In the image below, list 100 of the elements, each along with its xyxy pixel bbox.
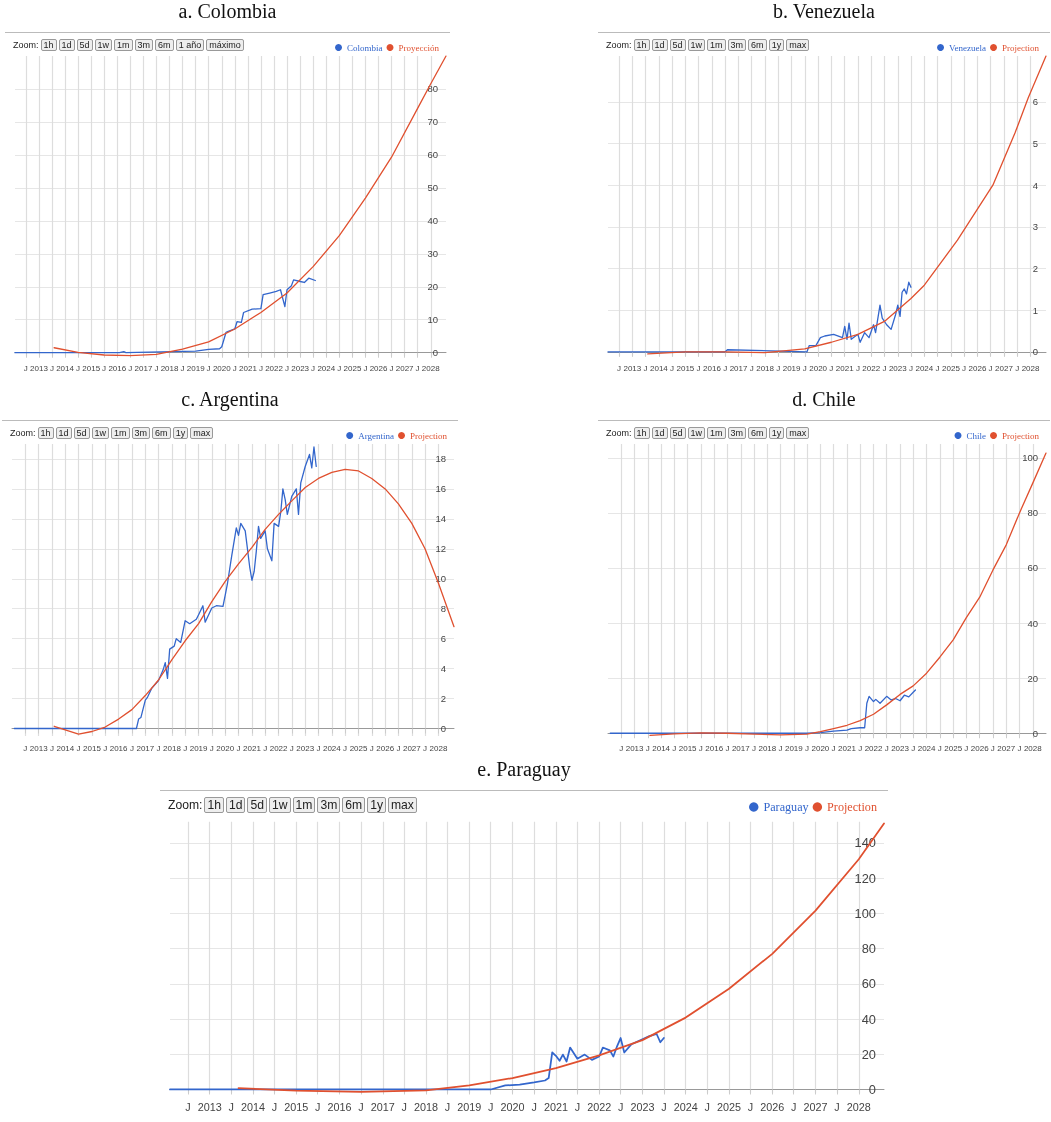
- x-tick-label: J: [751, 743, 756, 753]
- zoom-button: 1m: [111, 427, 130, 439]
- x-tick-label: J: [1017, 743, 1022, 753]
- zoom-button: 1m: [707, 427, 726, 439]
- x-tick-label: J: [154, 363, 159, 373]
- x-tick-label: 2017: [370, 1100, 395, 1113]
- x-tick-label: 2028: [1023, 743, 1043, 753]
- x-tick-label: J: [988, 363, 993, 373]
- y-tick-label: 3: [1032, 221, 1038, 233]
- y-tick-label: 16: [435, 483, 446, 495]
- y-tick-label: 2: [440, 693, 446, 705]
- x-tick-label: 2013: [623, 363, 642, 373]
- y-tick-label: 0: [440, 723, 446, 735]
- zoom-button: 1m: [292, 797, 316, 813]
- x-tick-label: 2019: [784, 743, 804, 753]
- zoom-button: 3m: [134, 39, 154, 51]
- x-tick-label: 2026: [376, 743, 395, 753]
- x-tick-label: 2013: [197, 1100, 222, 1113]
- y-tick-label: 60: [861, 976, 876, 992]
- x-tick-label: J: [23, 363, 28, 373]
- x-tick-label: J: [228, 1100, 234, 1113]
- zoom-button: 1w: [687, 39, 706, 51]
- line-series: [53, 55, 447, 357]
- x-tick-label: 2028: [421, 363, 441, 373]
- x-tick-label: J: [574, 1100, 581, 1113]
- x-tick-label: 2018: [414, 1100, 439, 1113]
- zoom-button: 6m: [748, 427, 767, 439]
- x-tick-label: J: [316, 743, 321, 753]
- x-tick-label: J: [661, 1100, 667, 1113]
- zoom-button: 6m: [155, 39, 174, 51]
- x-tick-label: 2025: [942, 363, 961, 373]
- x-tick-label: J: [645, 743, 650, 753]
- zoom-button: 1d: [651, 427, 668, 439]
- x-tick-label: J: [102, 363, 107, 373]
- text: Zoom:: [606, 40, 632, 50]
- x-tick-label: 2018: [163, 743, 182, 753]
- zoom-button: max: [387, 797, 417, 813]
- x-tick-label: J: [937, 743, 942, 753]
- y-tick-label: 5: [1032, 138, 1038, 149]
- x-tick-label: J: [670, 363, 675, 373]
- legend-label: Projection: [410, 430, 448, 441]
- x-tick-label: J: [704, 1100, 710, 1113]
- zoom-button: 6m: [152, 427, 171, 439]
- x-tick-label: 2018: [758, 743, 777, 753]
- x-tick-label: J: [990, 743, 995, 753]
- x-tick-label: 2013: [625, 743, 645, 753]
- y-tick-label: 60: [427, 149, 438, 161]
- x-tick-label: 2014: [240, 1100, 265, 1113]
- line-series: [169, 1033, 665, 1091]
- x-tick-label: 2025: [944, 743, 963, 753]
- zoom-button: 1h: [633, 427, 650, 439]
- x-tick-label: 2018: [160, 363, 180, 373]
- x-tick-label: 2020: [500, 1100, 525, 1113]
- zoom-button: 1w: [268, 797, 291, 813]
- x-tick-label: J: [882, 363, 887, 373]
- y-tick-label: 80: [427, 83, 438, 95]
- zoom-button: 3m: [727, 427, 747, 439]
- x-tick-label: J: [396, 743, 401, 753]
- x-tick-label: 2023: [291, 363, 310, 373]
- chart-title: d. Chile: [791, 388, 857, 411]
- x-tick-label: J: [1015, 363, 1020, 373]
- y-tick-label: 12: [435, 543, 446, 555]
- legend-label: Argentina: [358, 430, 395, 441]
- text: Zoom:: [168, 798, 203, 812]
- x-tick-label: 2025: [343, 363, 362, 373]
- x-tick-label: 2027: [395, 363, 415, 373]
- x-tick-label: 2027: [803, 1100, 828, 1113]
- x-tick-label: 2023: [296, 743, 315, 753]
- x-tick-label: J: [311, 363, 316, 373]
- x-tick-label: J: [834, 1100, 840, 1113]
- x-tick-label: 2015: [676, 363, 695, 373]
- x-tick-label: J: [855, 363, 860, 373]
- y-tick-label: 80: [1027, 507, 1038, 519]
- x-tick-label: 2023: [888, 363, 908, 373]
- y-tick-label: 4: [440, 663, 446, 675]
- x-tick-label: J: [289, 743, 294, 753]
- x-tick-label: J: [206, 363, 211, 373]
- x-tick-label: 2022: [587, 1100, 612, 1113]
- x-tick-label: J: [23, 743, 28, 753]
- zoom-button: max: [786, 427, 810, 439]
- x-tick-label: J: [128, 363, 133, 373]
- x-tick-label: 2023: [630, 1100, 655, 1113]
- x-tick-label: 2019: [186, 363, 206, 373]
- x-tick-label: J: [911, 743, 916, 753]
- x-tick-label: 2014: [56, 363, 75, 373]
- x-tick-label: J: [183, 743, 188, 753]
- x-tick-label: 2028: [846, 1100, 871, 1113]
- zoom-button: 5d: [73, 427, 90, 439]
- zoom-button: 1h: [204, 797, 224, 813]
- x-tick-label: J: [831, 743, 836, 753]
- x-tick-label: 2017: [136, 743, 155, 753]
- y-tick-label: 80: [861, 941, 876, 957]
- y-tick-label: 6: [1032, 96, 1038, 108]
- x-tick-label: J: [363, 363, 368, 373]
- zoom-button: 5d: [247, 797, 267, 813]
- zoom-button: 1d: [58, 39, 75, 51]
- x-tick-label: 2020: [216, 743, 235, 753]
- legend-label: Proyección: [398, 42, 440, 53]
- x-tick-label: 2017: [731, 743, 751, 753]
- x-tick-label: J: [805, 743, 810, 753]
